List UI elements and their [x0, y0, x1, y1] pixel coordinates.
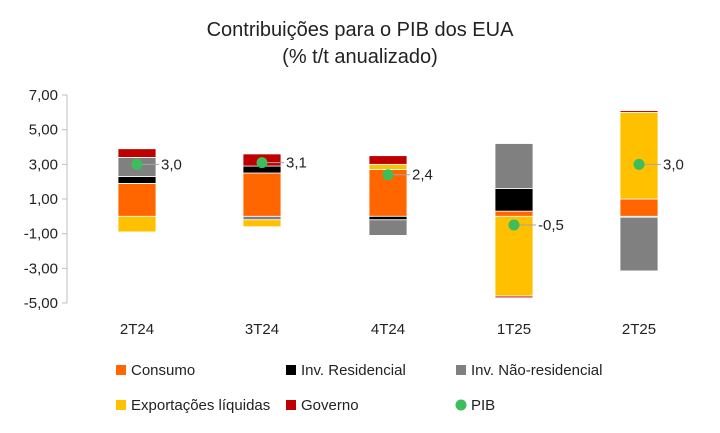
pib-data-label: 3,1	[286, 155, 307, 172]
x-category-label: 2T24	[120, 321, 154, 338]
bar-segment-exporta-es-l-quidas-2t25	[619, 111, 659, 200]
pib-point-3t24	[256, 157, 268, 169]
bar-segment-inv-n-o-residencial-3t24	[242, 215, 282, 221]
legend-swatch-consumo	[116, 365, 126, 375]
y-tick-label: -1,00	[24, 226, 58, 243]
legend-swatch-pib	[455, 399, 467, 411]
bar-segment-governo-1t25	[494, 295, 534, 299]
bar-segment-exporta-es-l-quidas-2t24	[117, 215, 157, 233]
bar-segment-inv-n-o-residencial-2t25	[619, 216, 659, 272]
bar-segment-inv-n-o-residencial-4t24	[368, 219, 408, 236]
y-tick-label: 7,00	[29, 87, 58, 104]
legend-label: PIB	[471, 397, 495, 414]
bar-segment-inv-n-o-residencial-1t25	[494, 143, 534, 190]
bar-segment-exporta-es-l-quidas-4t24	[368, 163, 408, 170]
pib-point-2t25	[633, 158, 645, 170]
y-tick-label: 5,00	[29, 122, 58, 139]
x-category-label: 1T25	[497, 321, 531, 338]
pib-point-2t24	[131, 158, 143, 170]
pib-data-label: -0,5	[538, 217, 564, 234]
y-tick-label: 1,00	[29, 191, 58, 208]
x-category-label: 4T24	[371, 321, 405, 338]
y-tick-label: -5,00	[24, 295, 58, 312]
legend-label: Consumo	[131, 362, 195, 379]
pib-data-label: 2,4	[412, 167, 433, 184]
bars	[117, 110, 659, 299]
legend-swatch-governo	[286, 400, 296, 410]
y-tick-label: 3,00	[29, 156, 58, 173]
y-tick-label: -3,00	[24, 260, 58, 277]
chart-title: Contribuições para o PIB dos EUA	[207, 19, 514, 41]
legend-label: Inv. Não-residencial	[471, 362, 602, 379]
bar-segment-consumo-3t24	[242, 172, 282, 217]
legend-label: Exportações líquidas	[131, 397, 270, 414]
chart-subtitle: (% t/t anualizado)	[282, 46, 438, 68]
legend-label: Governo	[301, 397, 359, 414]
bar-segment-inv-residencial-1t25	[494, 188, 534, 212]
bar-segment-governo-2t24	[117, 148, 157, 158]
legend-swatch-inv-residencial	[286, 365, 296, 375]
legend: Consumo Inv. Residencial Inv. Não-residenc…	[116, 362, 602, 414]
bar-segment-governo-2t25	[619, 110, 659, 113]
bar-segment-inv-residencial-2t24	[117, 176, 157, 184]
legend-swatch-inv-n-o-residencial	[456, 365, 466, 375]
bar-segment-consumo-2t24	[117, 182, 157, 217]
x-axis-labels: 2T24 3T24 4T24 1T25 2T25	[120, 321, 656, 338]
x-category-label: 3T24	[245, 321, 279, 338]
y-axis: 7,00 5,00 3,00 1,00 -1,00 -3,00 -5,00	[24, 87, 68, 312]
pib-point-4t24	[382, 169, 394, 181]
bar-segment-governo-4t24	[368, 155, 408, 165]
x-category-label: 2T25	[622, 321, 656, 338]
pib-points: 3,0 3,1 2,4 -0,5 3,0	[131, 155, 684, 234]
pib-data-label: 3,0	[161, 156, 182, 173]
pib-point-1t25	[508, 219, 520, 231]
bar-segment-consumo-1t25	[494, 210, 534, 217]
legend-swatch-exporta-es-l-quidas	[116, 400, 126, 410]
legend-label: Inv. Residencial	[301, 362, 406, 379]
bar-segment-consumo-2t25	[619, 198, 659, 217]
bar-segment-inv-residencial-4t24	[368, 215, 408, 221]
pib-data-label: 3,0	[663, 156, 684, 173]
bar-segment-exporta-es-l-quidas-3t24	[242, 219, 282, 228]
